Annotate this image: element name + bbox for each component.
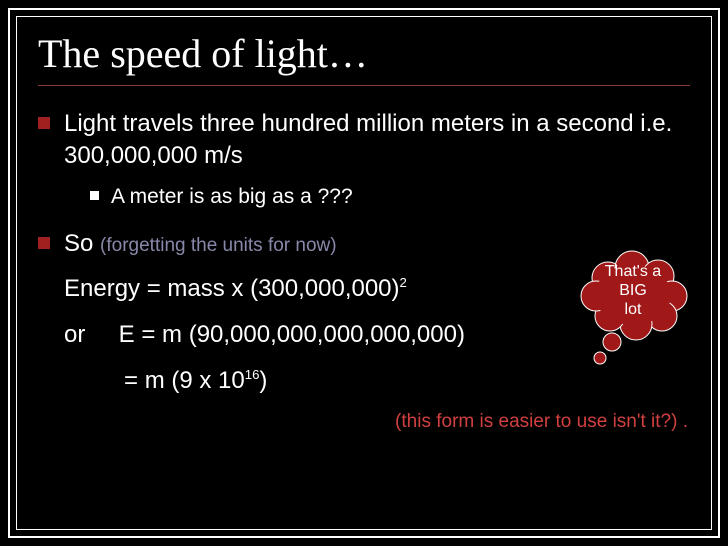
bullet-1-sub: A meter is as big as a ??? (90, 183, 690, 210)
slide-title: The speed of light… (38, 30, 690, 86)
eq1-sup: 2 (400, 275, 407, 290)
bullet-2-lead: So (64, 230, 100, 257)
bullet-icon (38, 237, 50, 249)
thought-line3: lot (625, 301, 642, 318)
bullet-1: Light travels three hundred million mete… (38, 108, 690, 173)
thought-text: That's a BIG lot (578, 262, 688, 320)
bullet-2-muted: (forgetting the units for now) (100, 235, 337, 256)
bullet-1-text: Light travels three hundred million mete… (64, 108, 690, 173)
bullet-1-sub-text: A meter is as big as a ??? (111, 183, 353, 210)
thought-line2: BIG (619, 282, 647, 299)
bullet-icon (90, 191, 99, 200)
eq3-sup: 16 (245, 367, 260, 382)
eq1-pre: Energy = mass x (300,000,000) (64, 275, 400, 302)
footnote: (this form is easier to use isn't it?) . (38, 411, 690, 433)
bullet-icon (38, 117, 50, 129)
eq3-post: ) (259, 367, 267, 394)
eq3-pre: = m (9 x 10 (64, 367, 245, 394)
thought-line1: That's a (605, 263, 661, 280)
bullet-2-text: So (forgetting the units for now) (64, 228, 337, 260)
thought-bubble: That's a BIG lot (578, 248, 688, 343)
